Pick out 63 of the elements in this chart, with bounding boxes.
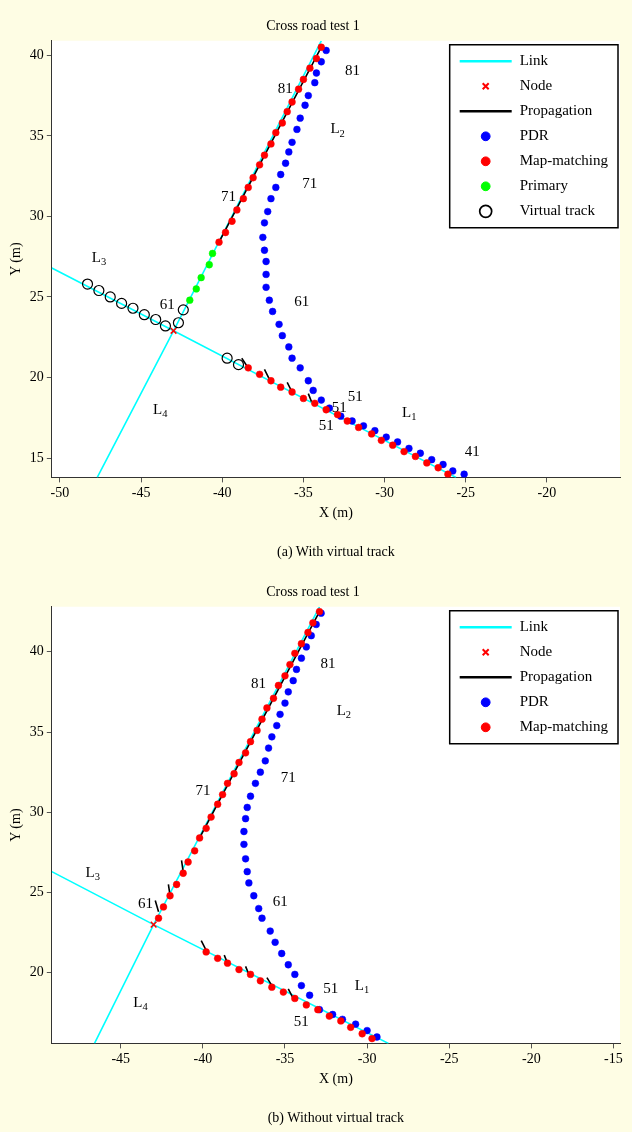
legend-label: Propagation [519,668,593,685]
x-tick-label: -35 [294,485,313,501]
annotation: 51 [331,398,347,415]
legend-label: Map-matching [519,718,609,735]
x-axis-title: X (m) [318,1071,354,1088]
annotation: 61 [272,892,288,909]
annotation: 71 [195,782,211,799]
legend-label: Virtual track [519,202,596,219]
y-tick-label: 35 [29,127,44,143]
legend-label: Map-matching [519,152,609,169]
annotation: 41 [464,442,480,459]
x-tick-label: -20 [521,1051,541,1067]
y-tick-label: 40 [29,643,44,659]
y-tick-label: 25 [29,288,44,304]
x-tick-label: -35 [275,1051,295,1067]
chart-title: Cross road test 1 [266,18,360,34]
annotation: 51 [323,979,339,996]
x-tick-label: -25 [439,1051,459,1067]
annotation: 71 [221,188,237,205]
x-tick-label: -45 [131,485,151,501]
annotation: 61 [294,292,310,309]
y-axis-title: Y (m) [8,808,25,842]
chart-title: Cross road test 1 [266,584,360,600]
y-tick-label: 35 [29,723,44,739]
legend-label: PDR [519,127,549,144]
x-tick-label: -50 [50,485,70,501]
y-tick-label: 15 [29,449,44,465]
annotation: 81 [277,80,293,97]
text: (a) With virtual track [277,543,395,560]
x-tick-label: -30 [375,485,394,501]
text: (b) Without virtual track [267,1109,405,1126]
y-tick-label: 20 [29,369,44,385]
y-tick-label: 30 [29,803,44,819]
x-tick-label: -25 [456,485,476,501]
annotation: 81 [344,62,360,79]
annotation: 61 [138,894,154,911]
annotation: 71 [302,174,318,191]
annotation: 51 [318,416,334,433]
legend-label: Propagation [519,102,593,119]
y-axis-title: Y (m) [8,242,25,276]
legend-label: Node [519,77,553,94]
legend-label: Primary [519,177,569,194]
x-tick-label: -20 [537,485,557,501]
annotation: 51 [293,1013,309,1030]
annotation: 61 [159,295,175,312]
legend-label: Link [519,52,549,69]
x-axis-title: X (m) [318,505,354,522]
legend-label: Node [519,643,553,660]
y-tick-label: 20 [29,964,44,980]
legend-label: Link [519,618,549,635]
y-tick-label: 30 [29,208,44,224]
x-tick-label: -15 [604,1051,623,1067]
x-tick-label: -30 [357,1051,377,1067]
x-tick-label: -45 [111,1051,131,1067]
y-tick-label: 25 [29,884,44,900]
annotation: 51 [347,387,363,404]
annotation: 81 [320,655,336,672]
annotation: 81 [251,674,267,691]
x-tick-label: -40 [193,1051,213,1067]
annotation: 71 [280,769,296,786]
y-tick-label: 40 [29,46,44,62]
legend-label: PDR [519,693,549,710]
x-tick-label: -40 [212,485,232,501]
